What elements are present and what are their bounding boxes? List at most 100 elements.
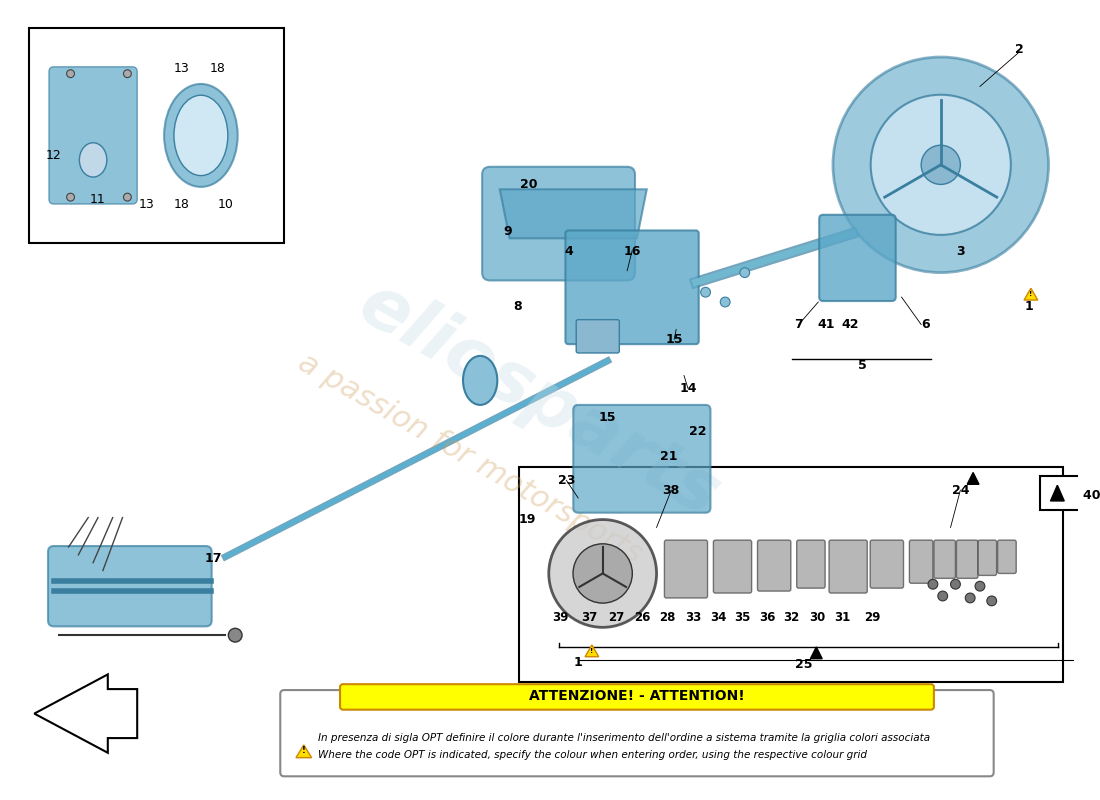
Bar <box>519 466 1064 682</box>
Text: 36: 36 <box>759 611 775 624</box>
Polygon shape <box>296 745 311 758</box>
Text: 38: 38 <box>662 484 680 497</box>
FancyBboxPatch shape <box>796 540 825 588</box>
Ellipse shape <box>174 95 228 175</box>
Circle shape <box>229 628 242 642</box>
Text: 15: 15 <box>666 333 683 346</box>
Text: 14: 14 <box>679 382 696 394</box>
Circle shape <box>123 194 131 201</box>
Circle shape <box>701 287 711 297</box>
Text: 32: 32 <box>783 611 800 624</box>
Circle shape <box>740 268 750 278</box>
Text: !: ! <box>591 648 594 654</box>
Text: 18: 18 <box>210 62 225 75</box>
FancyBboxPatch shape <box>820 214 895 301</box>
Circle shape <box>928 579 938 589</box>
Ellipse shape <box>463 356 497 405</box>
Circle shape <box>67 194 75 201</box>
FancyBboxPatch shape <box>664 540 707 598</box>
Text: 20: 20 <box>520 178 538 191</box>
Text: 13: 13 <box>174 62 189 75</box>
Circle shape <box>975 582 984 591</box>
Circle shape <box>67 70 75 78</box>
Text: 7: 7 <box>794 318 803 331</box>
FancyBboxPatch shape <box>340 684 934 710</box>
FancyBboxPatch shape <box>50 67 138 204</box>
FancyBboxPatch shape <box>714 540 751 593</box>
FancyBboxPatch shape <box>998 540 1016 574</box>
Text: 25: 25 <box>795 658 812 671</box>
Text: 13: 13 <box>139 198 155 210</box>
Polygon shape <box>1024 288 1037 300</box>
Circle shape <box>549 519 657 627</box>
Text: 15: 15 <box>598 411 616 424</box>
Text: 11: 11 <box>90 193 106 206</box>
FancyBboxPatch shape <box>280 690 993 776</box>
Text: 19: 19 <box>518 513 536 526</box>
Polygon shape <box>811 647 822 658</box>
Text: 8: 8 <box>513 301 521 314</box>
Text: 39: 39 <box>552 611 569 624</box>
Ellipse shape <box>164 84 238 187</box>
Polygon shape <box>967 473 979 484</box>
FancyBboxPatch shape <box>48 546 211 626</box>
Text: !: ! <box>301 746 306 755</box>
FancyBboxPatch shape <box>870 540 903 588</box>
Circle shape <box>720 297 730 307</box>
Text: 1: 1 <box>574 656 583 669</box>
Text: 23: 23 <box>558 474 575 487</box>
Text: 22: 22 <box>689 425 706 438</box>
Text: 17: 17 <box>205 552 222 566</box>
Text: 24: 24 <box>952 484 969 497</box>
Text: !: ! <box>1030 291 1033 297</box>
Circle shape <box>966 593 975 603</box>
FancyBboxPatch shape <box>758 540 791 591</box>
Polygon shape <box>585 645 598 657</box>
Text: 18: 18 <box>174 198 189 210</box>
Text: ATTENZIONE! - ATTENTION!: ATTENZIONE! - ATTENTION! <box>529 689 745 703</box>
FancyBboxPatch shape <box>956 540 978 578</box>
Bar <box>30 28 284 243</box>
Text: Where the code OPT is indicated, specify the colour when entering order, using t: Where the code OPT is indicated, specify… <box>319 750 868 760</box>
Text: 31: 31 <box>835 611 851 624</box>
Text: 6: 6 <box>922 318 931 331</box>
Text: 35: 35 <box>735 611 751 624</box>
Text: 1: 1 <box>1024 301 1033 314</box>
Text: = 40: = 40 <box>1068 489 1100 502</box>
FancyBboxPatch shape <box>978 540 997 575</box>
Text: 41: 41 <box>817 318 835 331</box>
Text: eliosparts: eliosparts <box>346 269 732 531</box>
Text: 2: 2 <box>1015 42 1023 56</box>
Text: 16: 16 <box>624 245 641 258</box>
Polygon shape <box>1050 486 1064 501</box>
Text: 34: 34 <box>711 611 726 624</box>
FancyBboxPatch shape <box>1040 477 1100 510</box>
Text: 4: 4 <box>564 245 573 258</box>
Circle shape <box>833 57 1048 273</box>
Text: 26: 26 <box>634 611 650 624</box>
Text: 28: 28 <box>659 611 675 624</box>
FancyBboxPatch shape <box>576 320 619 353</box>
Polygon shape <box>499 190 647 238</box>
Text: 33: 33 <box>685 611 702 624</box>
Polygon shape <box>34 674 138 753</box>
FancyBboxPatch shape <box>482 166 635 281</box>
Circle shape <box>938 591 947 601</box>
FancyBboxPatch shape <box>934 540 956 578</box>
Text: 10: 10 <box>218 198 233 210</box>
Text: 5: 5 <box>858 359 867 372</box>
Text: a passion for motorsports: a passion for motorsports <box>294 348 648 570</box>
Circle shape <box>987 596 997 606</box>
FancyBboxPatch shape <box>829 540 867 593</box>
Circle shape <box>123 70 131 78</box>
Text: 12: 12 <box>46 149 62 162</box>
Text: 3: 3 <box>956 245 965 258</box>
Text: 30: 30 <box>810 611 825 624</box>
Text: In presenza di sigla OPT definire il colore durante l'inserimento dell'ordine a : In presenza di sigla OPT definire il col… <box>319 733 931 743</box>
Text: 37: 37 <box>581 611 597 624</box>
Ellipse shape <box>79 142 107 177</box>
Circle shape <box>573 544 632 603</box>
Circle shape <box>950 579 960 589</box>
FancyBboxPatch shape <box>565 230 698 344</box>
Text: 9: 9 <box>504 225 512 238</box>
